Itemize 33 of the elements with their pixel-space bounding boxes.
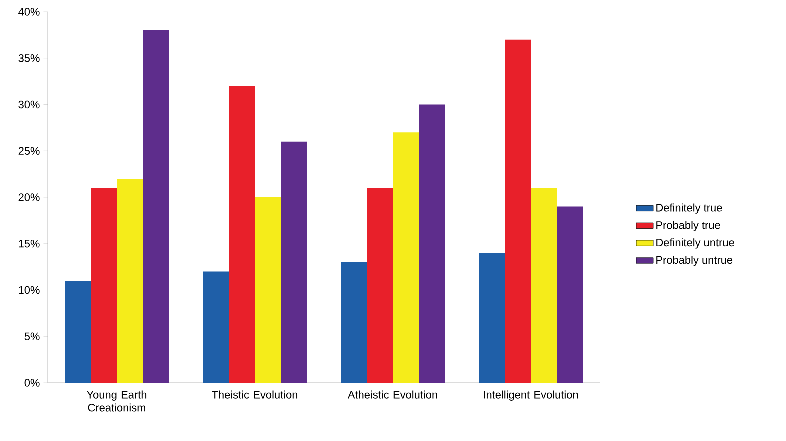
y-tick-label: 30%	[18, 100, 40, 109]
x-tick-label: Young Earth Creationism	[86, 390, 147, 412]
bar	[367, 188, 394, 383]
y-tick-label: 10%	[19, 286, 40, 294]
bar	[255, 198, 282, 383]
bar	[557, 206, 584, 383]
y-tick-label: 15%	[19, 240, 40, 248]
bar	[479, 253, 506, 383]
x-tick-label: Theistic Evolution	[212, 390, 298, 399]
bar	[505, 40, 532, 383]
legend-label: Definitely untrue	[656, 238, 734, 249]
bar	[281, 142, 308, 383]
y-tick-label: 40%	[18, 8, 40, 16]
x-tick-label: Intelligent Evolution	[484, 390, 578, 401]
y-tick-label: 35%	[18, 54, 40, 62]
legend-label: Definitely true	[656, 204, 722, 214]
bar	[203, 272, 229, 383]
legend-label: Probably untrue	[656, 256, 733, 266]
bar	[531, 188, 558, 383]
bar	[229, 86, 255, 383]
bar	[117, 178, 143, 383]
y-tick-label: 0%	[24, 379, 40, 387]
bar	[143, 30, 169, 383]
bar	[91, 188, 117, 383]
bar	[393, 132, 420, 383]
y-tick-label: 5%	[24, 332, 40, 340]
y-tick-label: 20%	[18, 194, 40, 202]
y-tick-label: 25%	[18, 147, 40, 156]
legend-label: Probably true	[656, 221, 720, 232]
x-tick-label: Atheistic Evolution	[348, 390, 438, 399]
bar	[65, 280, 91, 383]
bar	[419, 104, 446, 383]
bar	[341, 262, 368, 383]
